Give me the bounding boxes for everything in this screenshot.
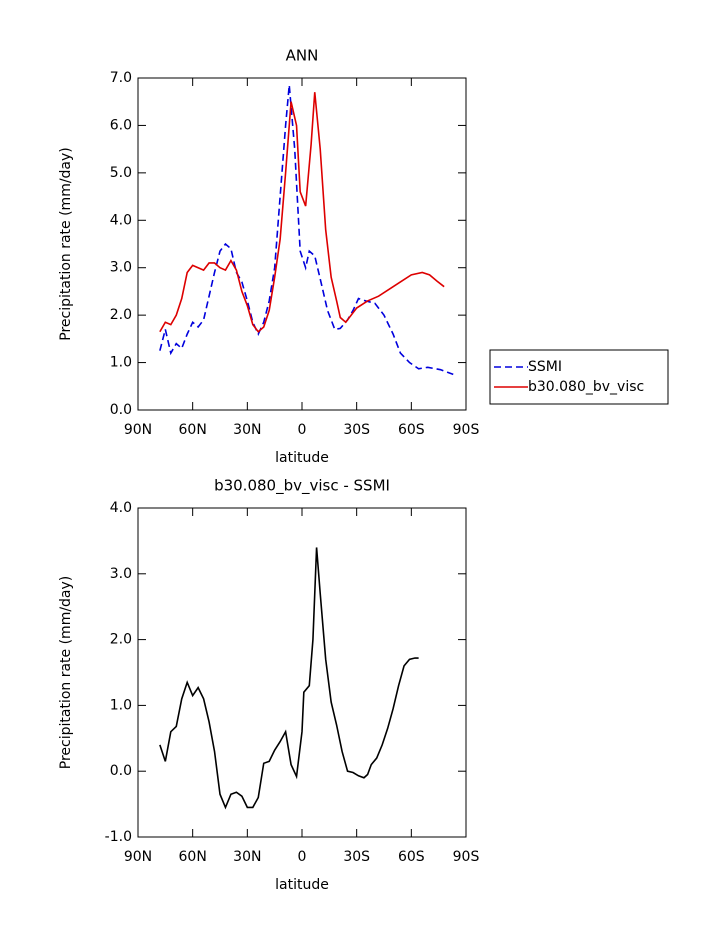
legend-box (489, 349, 669, 405)
y-tick-label: -1.0 (105, 829, 132, 845)
plot-frame (137, 77, 467, 411)
x-tick-label: 60S (398, 849, 425, 865)
x-tick-label: 60N (179, 422, 207, 438)
legend-label: b30.080_bv_visc (528, 379, 644, 395)
plot-frame (137, 507, 467, 838)
y-tick-label: 7.0 (110, 70, 132, 86)
x-tick-label: 90S (453, 849, 480, 865)
y-tick-label: 1.0 (110, 355, 132, 371)
x-tick-label: 30N (233, 422, 261, 438)
data-line (159, 547, 419, 810)
y-tick-label: 2.0 (110, 307, 132, 323)
y-tick-label: 4.0 (110, 212, 132, 228)
y-tick-label: 3.0 (110, 260, 132, 276)
x-axis-label: latitude (275, 877, 329, 893)
x-tick-label: 90N (124, 422, 152, 438)
chart-title: ANN (286, 47, 319, 65)
data-line (159, 85, 454, 376)
x-axis-label: latitude (275, 450, 329, 466)
x-tick-label: 60N (179, 849, 207, 865)
x-tick-label: 60S (398, 422, 425, 438)
y-tick-label: 1.0 (110, 697, 132, 713)
y-tick-label: 2.0 (110, 632, 132, 648)
x-tick-label: 90S (453, 422, 480, 438)
y-tick-label: 3.0 (110, 566, 132, 582)
y-axis-label: Precipitation rate (mm/day) (58, 147, 74, 341)
chart-title: b30.080_bv_visc - SSMI (214, 477, 390, 496)
x-tick-label: 30S (343, 849, 370, 865)
x-tick-label: 30N (233, 849, 261, 865)
y-tick-label: 4.0 (110, 500, 132, 516)
y-tick-label: 6.0 (110, 117, 132, 133)
x-tick-label: 0 (298, 422, 307, 438)
y-tick-label: 0.0 (110, 402, 132, 418)
y-axis-label: Precipitation rate (mm/day) (58, 576, 74, 770)
x-tick-label: 0 (298, 849, 307, 865)
data-line (159, 92, 445, 333)
legend-label: SSMI (528, 359, 562, 375)
y-tick-label: 0.0 (110, 763, 132, 779)
x-tick-label: 30S (343, 422, 370, 438)
y-tick-label: 5.0 (110, 165, 132, 181)
x-tick-label: 90N (124, 849, 152, 865)
